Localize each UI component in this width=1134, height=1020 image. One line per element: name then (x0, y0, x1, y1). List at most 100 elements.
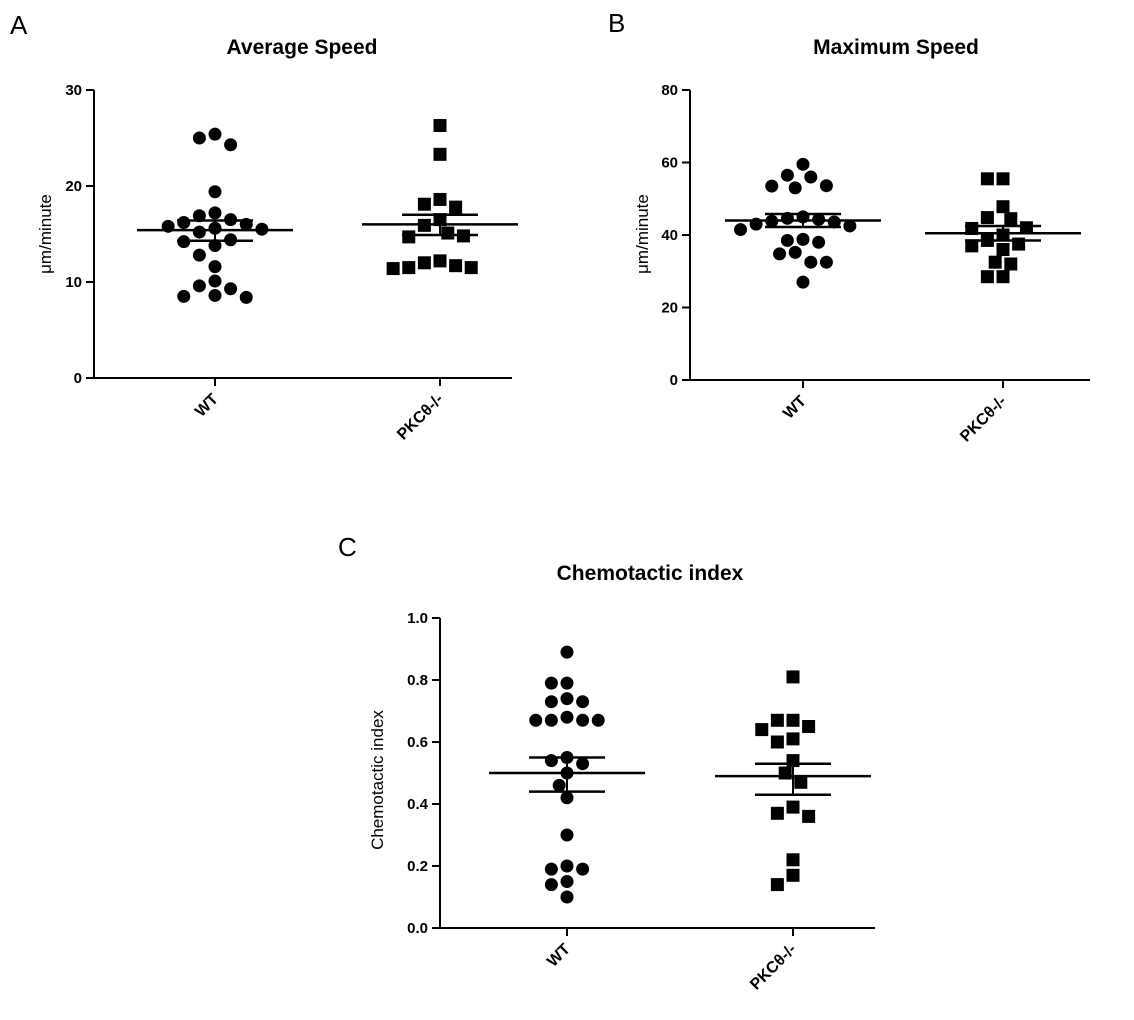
data-point-circle (208, 206, 222, 220)
data-point-circle (576, 695, 590, 709)
data-point-square (778, 766, 792, 780)
chart-title: Maximum Speed (813, 36, 979, 59)
data-point-square (770, 735, 784, 749)
data-point-square (802, 809, 816, 823)
data-point-circle (804, 170, 818, 184)
data-point-circle (804, 255, 818, 269)
data-point-circle (812, 235, 826, 249)
data-point-circle (208, 185, 222, 199)
data-point-circle (192, 248, 206, 262)
data-point-circle (239, 290, 253, 304)
panel-label: C (338, 532, 357, 562)
data-point-square (449, 200, 463, 214)
panel-label: B (608, 8, 625, 38)
data-point-square (402, 230, 416, 244)
data-point-square (988, 255, 1002, 269)
data-point-circle (796, 232, 810, 246)
y-tick-label: 40 (661, 227, 678, 244)
data-point-square (1004, 212, 1018, 226)
data-point-circle (560, 859, 574, 873)
data-point-square (996, 270, 1010, 284)
data-point-square (1019, 221, 1033, 235)
data-point-square (770, 806, 784, 820)
data-point-square (417, 197, 431, 211)
data-point-circle (560, 710, 574, 724)
data-point-square (402, 261, 416, 275)
data-point-circle (192, 279, 206, 293)
data-point-circle (560, 791, 574, 805)
y-tick-label: 0.4 (407, 796, 429, 813)
panel-label: A (10, 10, 28, 40)
data-point-square (755, 723, 769, 737)
data-point-square (441, 226, 455, 240)
data-point-circle (780, 233, 794, 247)
data-point-circle (552, 778, 566, 792)
data-point-circle (843, 219, 857, 233)
y-axis-label: μm/minute (36, 194, 55, 274)
data-point-circle (734, 223, 748, 237)
data-point-circle (208, 260, 222, 274)
data-point-circle (788, 245, 802, 259)
data-point-circle (560, 890, 574, 904)
data-point-square (980, 211, 994, 225)
data-point-square (417, 256, 431, 270)
panel-maximum-speed: B Maximum Speed μm/minute 0 20 40 60 80 WT PKC… (608, 8, 1090, 446)
data-point-circle (208, 288, 222, 302)
data-point-circle (796, 157, 810, 171)
y-tick-label: 0.6 (407, 734, 428, 751)
y-tick-label: 0.0 (407, 920, 428, 937)
data-point-circle (780, 168, 794, 182)
data-point-circle (544, 862, 558, 876)
x-tick-label: PKCθ-/- (394, 391, 447, 444)
y-tick-label: 10 (65, 274, 82, 291)
data-point-square (786, 868, 800, 882)
data-point-square (464, 261, 478, 275)
y-tick-label: 20 (661, 300, 678, 317)
data-point-square (965, 239, 979, 253)
data-point-circle (177, 289, 191, 303)
data-point-square (980, 172, 994, 186)
y-tick-label: 0.2 (407, 858, 428, 875)
x-tick-label: PKCθ-/- (747, 941, 800, 994)
data-point-square (980, 270, 994, 284)
data-point-square (786, 853, 800, 867)
data-point-circle (591, 713, 605, 727)
data-point-circle (544, 713, 558, 727)
x-tick-label: WT (544, 941, 574, 971)
x-tick-label: WT (780, 393, 810, 423)
data-point-square (786, 732, 800, 746)
data-point-circle (576, 713, 590, 727)
data-point-circle (177, 215, 191, 229)
data-point-circle (765, 179, 779, 193)
plot-area: 0 10 20 30 WT PKCθ-/- (65, 82, 518, 444)
data-point-square (786, 713, 800, 727)
data-point-circle (544, 676, 558, 690)
panel-average-speed: A Average Speed μm/minute 0 10 20 30 WT PKCθ-… (10, 10, 518, 444)
data-point-circle (819, 179, 833, 193)
data-point-square (786, 800, 800, 814)
data-point-square (996, 172, 1010, 186)
y-tick-label: 0.8 (407, 672, 428, 689)
chart-title: Average Speed (227, 36, 378, 59)
y-tick-label: 60 (661, 155, 678, 172)
data-point-circle (560, 676, 574, 690)
data-point-square (770, 878, 784, 892)
data-point-circle (788, 181, 802, 195)
y-tick-label: 20 (65, 178, 82, 195)
data-point-square (794, 775, 808, 789)
y-axis-label: Chemotactic index (368, 710, 387, 850)
data-point-circle (576, 757, 590, 771)
panel-chemotactic-index: C Chemotactic index Chemotactic index 0.… (338, 532, 875, 994)
data-point-square (996, 200, 1010, 214)
data-point-circle (827, 215, 841, 229)
y-tick-label: 30 (65, 82, 82, 99)
y-tick-label: 80 (661, 82, 678, 99)
data-point-square (386, 262, 400, 276)
data-point-circle (529, 713, 543, 727)
data-point-circle (544, 695, 558, 709)
data-point-circle (560, 645, 574, 659)
data-point-circle (208, 239, 222, 253)
data-point-circle (560, 828, 574, 842)
data-point-square (433, 147, 447, 161)
